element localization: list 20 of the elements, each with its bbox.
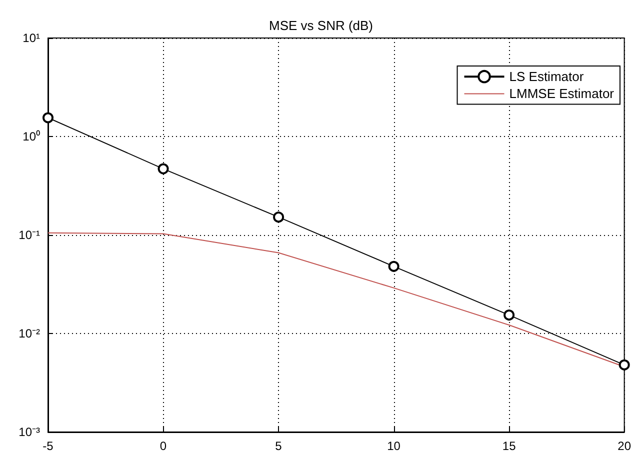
- x-tick-label: 5: [275, 439, 282, 453]
- x-tick-label: 10: [387, 439, 401, 453]
- legend-label: LMMSE Estimator: [509, 86, 615, 102]
- x-tick-label: 20: [618, 439, 632, 453]
- x-tick-label: 15: [502, 439, 516, 453]
- point: [42, 112, 54, 124]
- point: [618, 359, 630, 370]
- x-tick-label: 0: [160, 439, 167, 453]
- point: [273, 212, 284, 223]
- y-tick-label: 10⁻³: [18, 425, 40, 439]
- y-tick-label: 10⁻²: [18, 326, 40, 340]
- point: [158, 163, 169, 174]
- chart-title: MSE vs SNR (dB): [268, 18, 374, 33]
- legend-label: LS Estimator: [509, 69, 584, 84]
- point: [388, 260, 400, 272]
- x-tick-label: -5: [42, 439, 54, 453]
- y-tick-label: 10⁰: [22, 130, 40, 144]
- point: [504, 310, 515, 321]
- y-tick-label: 10⁻¹: [18, 228, 40, 242]
- y-tick-label: 10¹: [22, 31, 40, 45]
